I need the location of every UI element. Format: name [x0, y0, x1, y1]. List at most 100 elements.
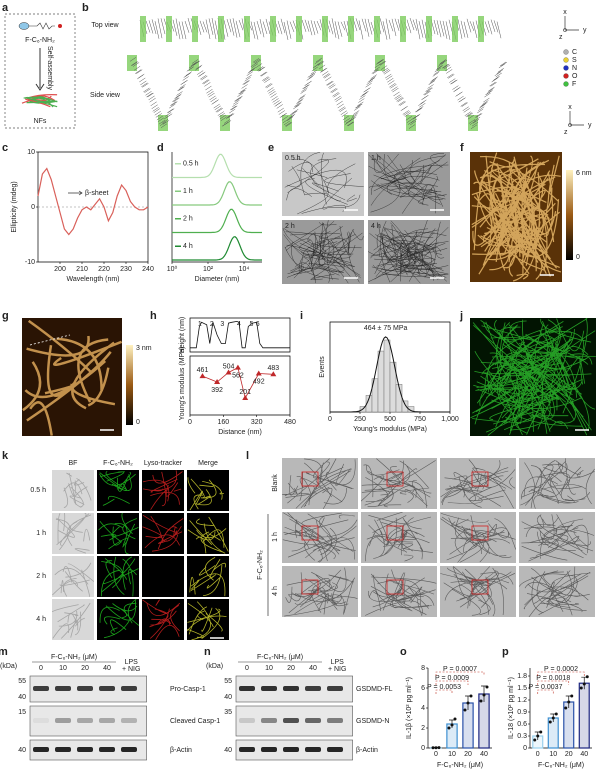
panel-letter: l	[246, 450, 249, 462]
molecule-name: F-C₆-NH₂	[25, 37, 55, 44]
blot-band	[99, 747, 115, 752]
p-value: P = 0.0037	[529, 684, 563, 691]
view-label: Top view	[91, 22, 119, 29]
fluorine-cluster	[374, 16, 380, 42]
atom-swatch	[563, 49, 569, 55]
fiber	[25, 96, 58, 103]
blot-band	[55, 718, 71, 723]
row-label: 1 h	[36, 530, 46, 537]
confocal-image-clip	[98, 513, 139, 554]
tem-image-texture	[519, 566, 591, 617]
fluorine-cluster	[468, 115, 478, 131]
y-tick-label: 10	[27, 149, 35, 156]
atom-swatch	[563, 57, 569, 63]
view-label: Side view	[90, 92, 121, 99]
atom-label: C	[572, 49, 577, 56]
side-view-model	[129, 57, 508, 129]
modulus-label: 201	[239, 389, 251, 396]
confocal-image-texture	[52, 602, 91, 639]
confocal-image	[142, 513, 184, 554]
colorbar-label: 6 nm	[576, 170, 592, 177]
data-point	[450, 723, 454, 727]
blot-band	[99, 686, 115, 691]
confocal-image-texture	[99, 470, 136, 506]
blot-band	[283, 747, 299, 752]
blot-band	[55, 686, 71, 691]
panel-letter: c	[2, 142, 8, 154]
cd-curve	[37, 167, 149, 236]
confocal-image-texture	[55, 513, 92, 554]
x-tick-label: 10	[448, 751, 456, 758]
row-label: 0.5 h	[30, 487, 46, 494]
fluorine-cluster	[192, 16, 198, 42]
x-tick-label: 480	[284, 419, 296, 426]
tem-image	[361, 512, 437, 563]
x-tick-label: 250	[354, 416, 366, 423]
marker-label: 55	[18, 678, 26, 685]
data-point	[479, 699, 483, 703]
blot-band	[121, 718, 137, 723]
blot-band	[33, 747, 49, 752]
gaussian-fit	[330, 336, 450, 413]
x-axis-label: Young's modulus (MPa)	[353, 426, 427, 433]
confocal-image-clip	[52, 562, 94, 597]
significance-bracket	[537, 680, 570, 685]
lane-label: 10	[59, 665, 67, 672]
band-label: Pro-Casp-1	[170, 686, 206, 693]
lane-label: 0	[39, 665, 43, 672]
fiber	[26, 100, 55, 104]
tem-image	[440, 458, 516, 509]
p-value: P = 0.0053	[427, 684, 461, 691]
fluorine-cluster	[478, 16, 484, 42]
x-tick-label: 160	[217, 419, 229, 426]
x-tick-label: 750	[414, 416, 426, 423]
histogram-bar	[407, 406, 415, 413]
marker-label: 40	[224, 694, 232, 701]
zoom-box	[386, 471, 404, 487]
confocal-image-clip	[63, 472, 92, 508]
x-tick-label: 10²	[203, 266, 214, 273]
zoom-box	[301, 525, 319, 541]
confocal-image-clip	[145, 557, 181, 596]
data-point	[482, 693, 486, 697]
modulus-point	[255, 370, 262, 376]
y-axis-label: IL-1β (×10² pg ml⁻¹)	[406, 677, 413, 739]
y-tick-label: 1.2	[517, 697, 527, 704]
x-tick-label: 500	[384, 416, 396, 423]
lane-label: 40	[309, 665, 317, 672]
data-point	[585, 675, 589, 679]
axis-letter: y	[583, 27, 587, 34]
tem-image-clip	[368, 220, 449, 284]
p-value: P = 0.0009	[435, 675, 469, 682]
tem-image-clip	[282, 220, 364, 284]
blot-band	[283, 686, 299, 691]
tem-image-clip	[368, 153, 449, 214]
colorbar-label: 3 nm	[136, 345, 152, 352]
x-tick-label: 0	[328, 416, 332, 423]
confocal-image-texture	[63, 472, 92, 508]
atom-swatch	[563, 65, 569, 71]
product-label: NFs	[34, 118, 47, 125]
panel-letter: i	[300, 310, 303, 322]
significance-bracket	[537, 671, 585, 676]
lane-label: LPS	[125, 659, 139, 666]
x-tick-label: 20	[464, 751, 472, 758]
confocal-image	[52, 599, 94, 640]
panel-letter: n	[204, 646, 211, 658]
blot-band	[305, 718, 321, 723]
modulus-point	[270, 371, 277, 377]
blot-band	[239, 718, 255, 723]
panel-letter: h	[150, 310, 157, 322]
y-tick-label: 0	[523, 745, 527, 752]
legend-label: 2 h	[183, 216, 193, 223]
tem-image-clip	[519, 566, 591, 617]
time-label: 4 h	[371, 223, 381, 230]
histogram-bar	[383, 339, 391, 413]
band-label: β-Actin	[170, 747, 192, 754]
fluorine-cluster	[400, 16, 406, 42]
tem-image-clip	[440, 513, 516, 563]
x-axis-label: Distance (nm)	[218, 429, 262, 436]
colorbar-label: 0	[576, 254, 580, 261]
p-value: P = 0.0007	[443, 666, 477, 673]
row-label: Blank	[272, 474, 279, 492]
